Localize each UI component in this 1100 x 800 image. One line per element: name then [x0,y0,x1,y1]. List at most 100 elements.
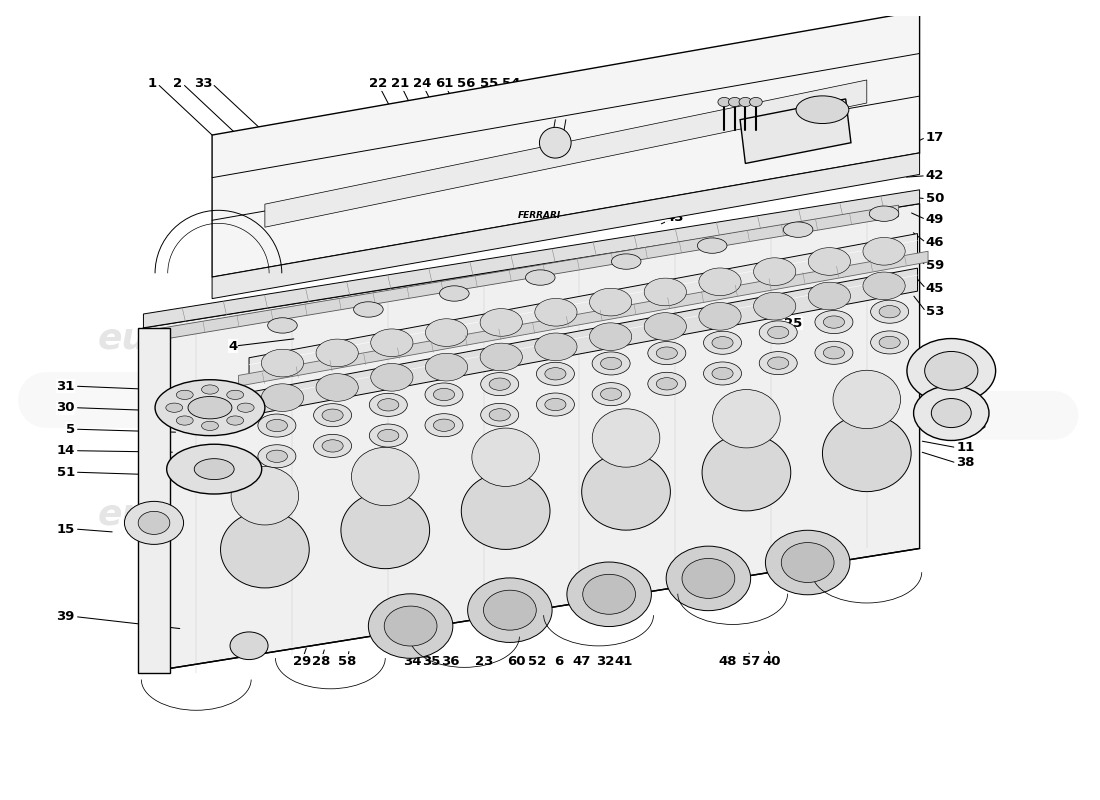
Text: 46: 46 [926,236,945,249]
Text: 36: 36 [441,654,460,668]
Ellipse shape [781,542,834,582]
Ellipse shape [704,362,741,385]
Ellipse shape [257,445,296,468]
Text: 52: 52 [528,654,547,668]
Ellipse shape [796,96,849,123]
Ellipse shape [433,419,454,431]
Polygon shape [143,190,920,328]
Ellipse shape [583,574,636,614]
Ellipse shape [341,492,430,569]
Polygon shape [740,99,851,163]
Ellipse shape [262,350,304,377]
Text: 14: 14 [56,444,75,457]
Ellipse shape [712,367,733,380]
Ellipse shape [188,397,232,419]
Polygon shape [239,251,928,386]
Ellipse shape [195,458,234,479]
Ellipse shape [612,254,641,270]
Ellipse shape [425,414,463,437]
Ellipse shape [879,306,900,318]
Ellipse shape [713,390,780,448]
Text: 24: 24 [412,77,431,90]
Ellipse shape [815,310,852,334]
Text: 4: 4 [229,340,238,353]
Ellipse shape [201,385,219,394]
Ellipse shape [648,342,685,365]
Ellipse shape [316,374,359,402]
Text: 49: 49 [926,213,944,226]
Text: 37: 37 [957,395,975,408]
Ellipse shape [808,282,850,310]
Ellipse shape [371,363,412,391]
Ellipse shape [879,336,900,349]
Text: 35: 35 [422,654,441,668]
Text: 19: 19 [715,77,734,90]
Ellipse shape [124,502,184,544]
Ellipse shape [537,362,574,386]
Ellipse shape [155,380,265,436]
Ellipse shape [601,388,621,400]
Text: eurospares: eurospares [98,498,327,532]
Text: 16: 16 [757,77,776,90]
Ellipse shape [481,373,519,396]
Text: 39: 39 [56,610,75,623]
Ellipse shape [657,347,678,359]
Text: 17: 17 [926,131,944,144]
Ellipse shape [824,346,845,359]
Ellipse shape [925,351,978,390]
Ellipse shape [176,416,194,425]
Polygon shape [212,153,920,298]
Ellipse shape [759,352,797,374]
Text: 43: 43 [666,211,684,225]
Text: 26: 26 [957,426,975,438]
Ellipse shape [768,357,789,370]
Ellipse shape [370,424,407,447]
Text: 20: 20 [736,77,755,90]
Ellipse shape [592,409,660,467]
Ellipse shape [544,398,566,410]
Ellipse shape [433,388,454,401]
Ellipse shape [425,383,463,406]
Text: 60: 60 [507,654,526,668]
Ellipse shape [712,337,733,349]
Ellipse shape [539,127,571,158]
Ellipse shape [590,288,631,316]
Text: 44: 44 [666,189,684,202]
Ellipse shape [368,594,453,658]
Ellipse shape [353,302,383,317]
Ellipse shape [869,206,899,222]
Polygon shape [212,11,920,277]
Ellipse shape [592,382,630,406]
Ellipse shape [648,372,685,395]
Ellipse shape [862,238,905,265]
Text: 30: 30 [56,401,75,414]
Polygon shape [249,268,917,415]
Text: 6: 6 [553,654,563,668]
Text: 50: 50 [926,192,944,206]
Text: 1: 1 [148,77,157,90]
Ellipse shape [227,390,244,399]
Ellipse shape [704,331,741,354]
Ellipse shape [262,384,304,411]
Ellipse shape [377,398,399,411]
Ellipse shape [322,440,343,452]
Ellipse shape [754,292,795,320]
Ellipse shape [645,313,686,340]
Ellipse shape [667,546,750,610]
Ellipse shape [231,466,299,525]
Ellipse shape [824,316,845,328]
Text: 9: 9 [678,77,686,90]
Ellipse shape [266,419,287,432]
Text: 57: 57 [741,654,760,668]
Ellipse shape [426,318,467,346]
Ellipse shape [370,394,407,416]
Text: 42: 42 [926,170,944,182]
Text: 13: 13 [779,77,796,90]
Ellipse shape [220,511,309,588]
Text: eurospares: eurospares [488,498,717,532]
Ellipse shape [682,558,735,598]
Text: 18: 18 [694,77,713,90]
Ellipse shape [870,300,909,323]
Text: 21: 21 [390,77,409,90]
Ellipse shape [698,302,741,330]
